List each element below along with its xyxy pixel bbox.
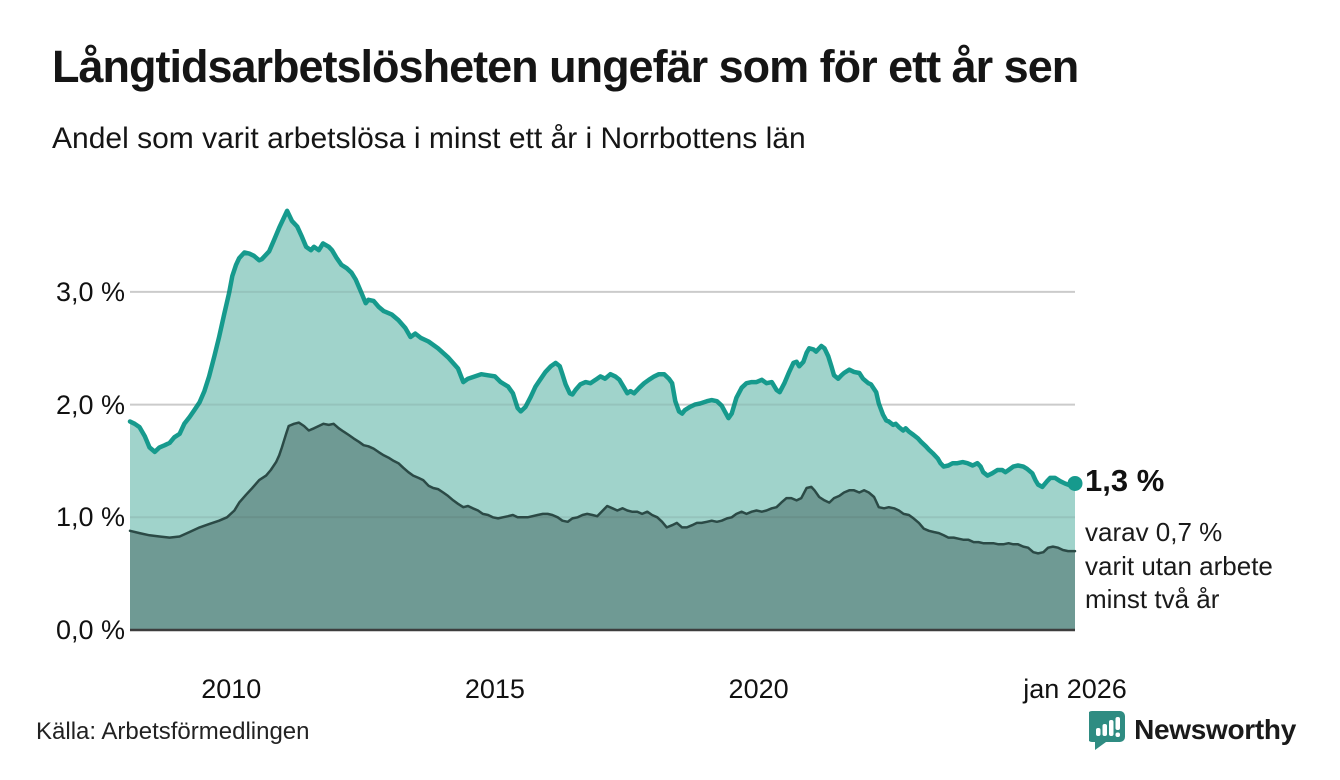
y-axis-tick-label: 1,0 % xyxy=(55,502,125,533)
page-subtitle: Andel som varit arbetslösa i minst ett å… xyxy=(52,122,806,155)
y-axis-tick-label: 3,0 % xyxy=(55,276,125,307)
page-title: Långtidsarbetslösheten ungefär som för e… xyxy=(52,41,1079,92)
latest-value-label: 1,3 % xyxy=(1085,463,1165,499)
latest-value-detail: varav 0,7 % varit utan arbete minst två … xyxy=(1085,516,1273,615)
x-axis-tick-label: 2010 xyxy=(201,674,262,704)
newsworthy-logo: Newsworthy xyxy=(1089,710,1296,750)
source-note: Källa: Arbetsförmedlingen xyxy=(36,718,310,745)
newsworthy-wordmark: Newsworthy xyxy=(1134,714,1296,745)
newsworthy-chart-bubble-icon xyxy=(1089,710,1126,750)
y-axis-tick-label: 2,0 % xyxy=(55,389,125,420)
detail-line: varav 0,7 % xyxy=(1085,517,1223,548)
x-axis-tick-label: 2020 xyxy=(728,674,789,704)
detail-line: minst två år xyxy=(1085,583,1220,614)
detail-line: varit utan arbete xyxy=(1085,550,1273,581)
y-axis-tick-label: 0,0 % xyxy=(55,615,125,645)
x-axis-tick-label: jan 2026 xyxy=(1023,674,1127,704)
x-axis-tick-label: 2015 xyxy=(464,674,525,704)
